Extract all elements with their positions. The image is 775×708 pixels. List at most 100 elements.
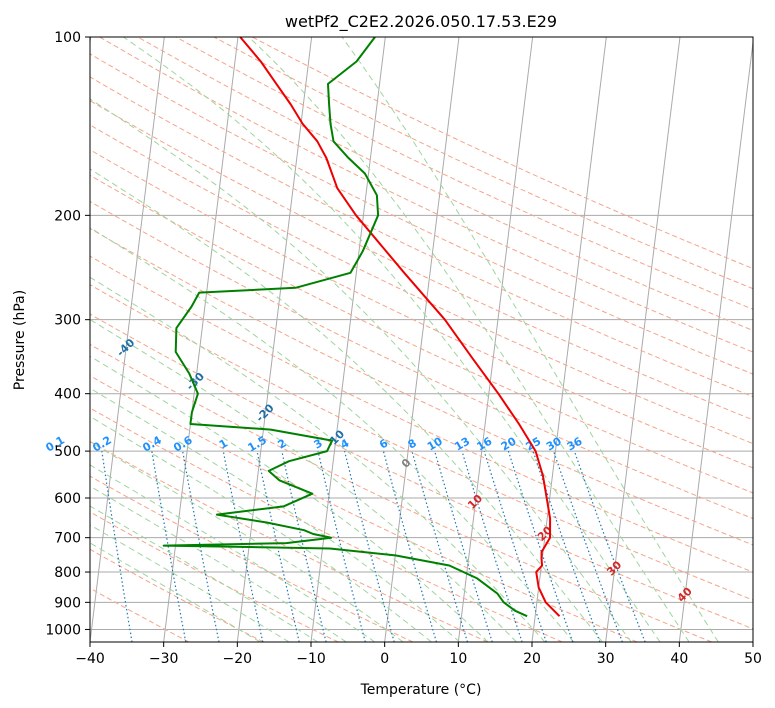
- mixing-ratio-line: [411, 450, 469, 642]
- moist-adiabat-line: [123, 37, 661, 642]
- x-tick-label: −30: [149, 651, 179, 667]
- x-tick-label: −20: [223, 651, 253, 667]
- moist-adiabat-line: [90, 542, 261, 642]
- moist-adiabat-line: [90, 319, 517, 642]
- isotherm-line: [457, 37, 534, 642]
- x-tick-label: 20: [523, 651, 541, 667]
- dry-adiabat-line: [90, 407, 563, 642]
- mixing-ratio-line: [382, 450, 437, 642]
- isotherm-line: [310, 37, 386, 642]
- mixing-ratio-label: 2: [275, 437, 288, 452]
- dry-adiabat-line: [90, 440, 488, 642]
- dewpoint-profile-line: [162, 37, 528, 618]
- dry-adiabat-line: [90, 475, 414, 642]
- dry-adiabat-line: [90, 149, 753, 469]
- mixing-ratio-label: 8: [406, 437, 419, 452]
- dry-adiabat-line: [90, 76, 753, 398]
- y-tick-label: 600: [54, 491, 81, 507]
- dry-adiabat-line: [90, 100, 753, 421]
- isotherm-line: [90, 37, 165, 642]
- chart-title: wetPf2_C2E2.2026.050.17.53.E29: [285, 12, 557, 32]
- mixing-ratio-line: [573, 450, 646, 642]
- dry-adiabat-line: [90, 200, 753, 520]
- mixing-ratio-label: 1: [217, 437, 230, 452]
- moist-adiabat-line: [90, 505, 319, 642]
- y-tick-label: 300: [54, 313, 81, 329]
- moist-adiabat-line: [90, 387, 461, 642]
- x-axis-label: Temperature (°C): [360, 682, 482, 698]
- x-tick-label: 10: [449, 651, 467, 667]
- moist-adiabat-line: [90, 168, 603, 642]
- isotherm-line: [163, 37, 239, 642]
- mixing-ratio-label: 4: [338, 436, 351, 451]
- moist-adiabat-line: [90, 415, 432, 642]
- mixing-ratio-line: [182, 450, 220, 642]
- dry-adiabat-line: [90, 124, 753, 445]
- x-tick-label: −40: [75, 651, 105, 667]
- mixing-ratio-line: [281, 450, 327, 642]
- plot-frame: [89, 36, 754, 643]
- dry-adiabat-line: [90, 587, 190, 642]
- moist-adiabat-line: [90, 524, 290, 642]
- isotherm-label: 0: [399, 456, 414, 471]
- mixing-ratio-line: [483, 450, 547, 642]
- mixing-ratio-line: [507, 450, 574, 642]
- moist-adiabat-line: [341, 37, 719, 642]
- dry-adiabat-line: [90, 548, 264, 642]
- mixing-ratio-line: [344, 450, 395, 642]
- moist-adiabat-line: [90, 464, 376, 642]
- x-tick-label: 50: [744, 651, 762, 667]
- isotherm-line: [752, 637, 753, 642]
- isotherm-label: -50: [46, 292, 69, 315]
- isotherm-line: [678, 38, 753, 642]
- y-tick-label: 200: [54, 208, 81, 224]
- mixing-ratio-line: [222, 450, 264, 642]
- mixing-ratio-line: [532, 450, 601, 642]
- moist-adiabat-line: [90, 276, 546, 642]
- x-tick-label: 0: [380, 651, 389, 667]
- mixing-ratio-line: [434, 450, 493, 642]
- moist-adiabat-line: [90, 98, 632, 642]
- isotherm-line: [384, 37, 460, 642]
- background-lines: [90, 37, 753, 642]
- dry-adiabat-line: [90, 284, 753, 601]
- isotherm-label: 20: [535, 523, 555, 543]
- dry-adiabat-line: [175, 37, 753, 310]
- y-axis: 100 200 300 400 500 600 700 800 900 1000: [45, 30, 90, 638]
- x-tick-label: −10: [296, 651, 326, 667]
- dry-adiabat-line: [90, 255, 753, 573]
- y-tick-label: 500: [54, 444, 81, 460]
- isotherm-line: [605, 37, 681, 642]
- mixing-ratio-line: [256, 450, 300, 642]
- moist-adiabat-line: [248, 37, 690, 642]
- x-tick-label: 30: [597, 651, 615, 667]
- y-tick-label: 800: [54, 565, 81, 581]
- isotherm-line: [531, 37, 607, 642]
- y-tick-label: 1000: [45, 622, 81, 638]
- y-tick-label: 700: [54, 531, 81, 547]
- isotherm-label: 40: [675, 584, 695, 604]
- mixing-ratio-line: [101, 451, 133, 642]
- isotherm-line: [236, 37, 313, 642]
- moist-adiabat-line: [90, 441, 404, 642]
- mixing-ratio-line: [461, 450, 523, 642]
- y-tick-label: 900: [54, 595, 81, 611]
- temperature-profile-line: [239, 37, 561, 617]
- y-tick-label: 100: [54, 30, 81, 46]
- dry-adiabat-line: [90, 227, 753, 546]
- mixing-ratio-line: [553, 450, 623, 642]
- moist-adiabat-line: [90, 227, 574, 642]
- dry-adiabat-line: [213, 37, 753, 290]
- mixing-ratio-line: [317, 450, 366, 642]
- x-axis: −40 −30 −20 −10 0 10 20 30 40 50: [75, 642, 762, 667]
- dry-adiabat-line: [90, 174, 753, 494]
- profile-lines: [162, 37, 561, 618]
- dry-adiabat-line: [90, 53, 753, 375]
- x-tick-label: 40: [670, 651, 688, 667]
- mixing-ratio-lines: [101, 450, 646, 642]
- dry-adiabat-line: [90, 313, 753, 630]
- isotherm-label: -40: [114, 336, 137, 359]
- y-tick-label: 400: [54, 387, 81, 403]
- y-axis-label: Pressure (hPa): [12, 290, 28, 390]
